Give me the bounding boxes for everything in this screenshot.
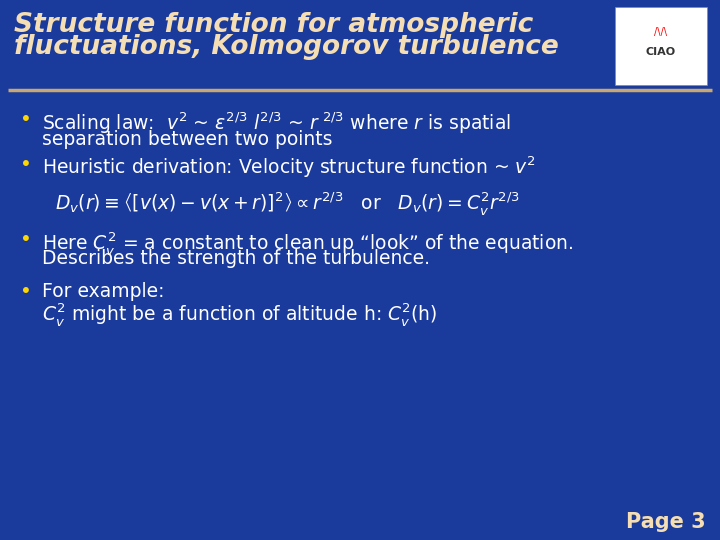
Text: •: •: [20, 155, 32, 174]
Text: Scaling law:  $v^2$ ~ $\varepsilon^{2/3}$ $l^{2/3}$ ~ $r^{\ 2/3}$ where $r$ is s: Scaling law: $v^2$ ~ $\varepsilon^{2/3}$…: [42, 110, 511, 136]
Text: •: •: [20, 230, 32, 249]
Text: /\/\: /\/\: [654, 27, 667, 37]
Text: Here $C_v^2$ = a constant to clean up “look” of the equation.: Here $C_v^2$ = a constant to clean up “l…: [42, 230, 573, 257]
Text: Structure function for atmospheric: Structure function for atmospheric: [14, 12, 534, 38]
Text: separation between two points: separation between two points: [42, 130, 333, 149]
Text: Heuristic derivation: Velocity structure function ~ $v^2$: Heuristic derivation: Velocity structure…: [42, 155, 536, 180]
Text: •: •: [20, 110, 32, 129]
Text: Page 3: Page 3: [626, 512, 706, 532]
Text: •: •: [20, 282, 32, 301]
Text: Describes the strength of the turbulence.: Describes the strength of the turbulence…: [42, 249, 430, 268]
Text: $D_v(r) \equiv \left\langle\left[v(x)-v(x+r)\right]^2\right\rangle \propto r^{2/: $D_v(r) \equiv \left\langle\left[v(x)-v(…: [55, 190, 520, 217]
Text: CIAO: CIAO: [646, 47, 676, 57]
FancyBboxPatch shape: [615, 7, 707, 85]
Text: For example:: For example:: [42, 282, 164, 301]
Text: $C_v^2$ might be a function of altitude h: $C_v^2$(h): $C_v^2$ might be a function of altitude …: [42, 301, 438, 328]
Text: fluctuations, Kolmogorov turbulence: fluctuations, Kolmogorov turbulence: [14, 34, 559, 60]
